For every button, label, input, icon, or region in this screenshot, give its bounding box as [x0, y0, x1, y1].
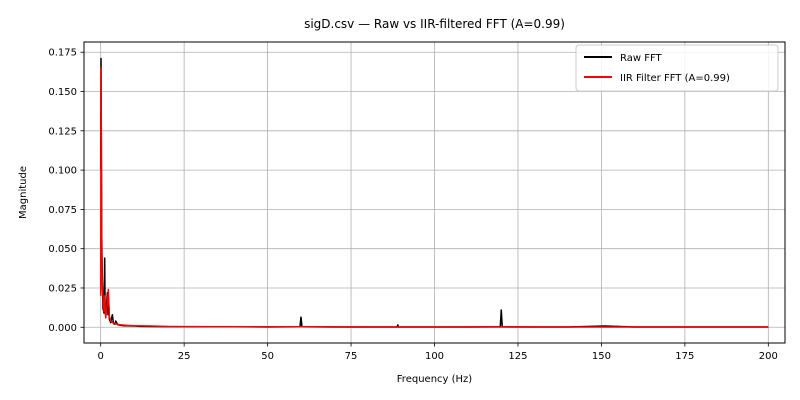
- series-line-iir-filter-fft: [99, 67, 769, 328]
- y-tick-label: 0.050: [48, 244, 77, 255]
- chart-title: sigD.csv — Raw vs IIR-filtered FFT (A=0.…: [304, 17, 565, 31]
- y-tick-label: 0.150: [48, 87, 77, 98]
- x-tick-label: 150: [592, 351, 611, 362]
- x-tick-label: 200: [759, 351, 778, 362]
- x-tick-label: 0: [98, 351, 104, 362]
- y-tick-label: 0.025: [48, 283, 77, 294]
- legend-label-raw: Raw FFT: [620, 53, 663, 64]
- y-tick-label: 0.100: [48, 166, 77, 177]
- x-tick-label: 125: [508, 351, 527, 362]
- y-axis-label: Magnitude: [18, 166, 29, 219]
- y-tick-label: 0.175: [48, 48, 77, 59]
- legend: Raw FFT IIR Filter FFT (A=0.99): [575, 44, 779, 92]
- y-tick-label: 0.125: [48, 126, 77, 137]
- series-layer: [99, 57, 769, 328]
- x-tick-label: 100: [425, 351, 444, 362]
- legend-label-iir: IIR Filter FFT (A=0.99): [620, 73, 730, 84]
- y-tick-label: 0.000: [48, 323, 77, 334]
- x-tick-label: 50: [261, 351, 274, 362]
- y-ticks: 0.000 0.025 0.050 0.075 0.100 0.125 0.150 0.175: [48, 48, 84, 334]
- x-tick-label: 75: [345, 351, 358, 362]
- x-ticks: 0 25 50 75 100 125 150 175 200: [98, 343, 778, 362]
- x-axis-label: Frequency (Hz): [397, 374, 473, 385]
- x-tick-label: 25: [178, 351, 191, 362]
- legend-box: [575, 44, 779, 92]
- x-tick-label: 175: [675, 351, 694, 362]
- y-tick-label: 0.075: [48, 205, 77, 216]
